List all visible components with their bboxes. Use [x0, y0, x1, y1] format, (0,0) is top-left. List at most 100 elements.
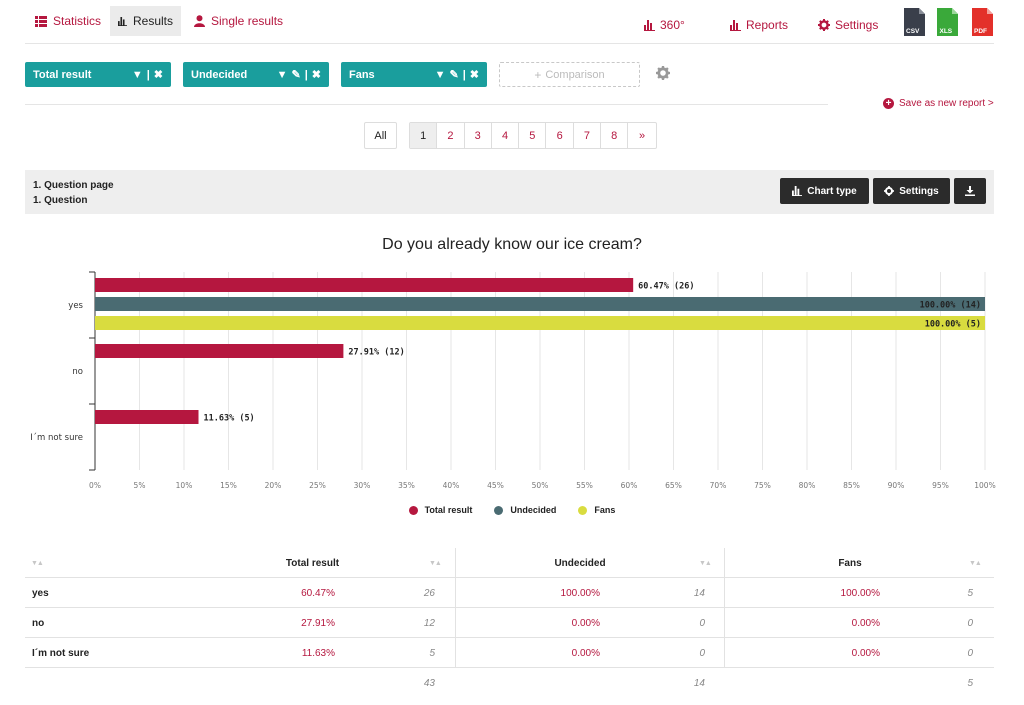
x-tick-label: 50% [532, 481, 549, 490]
page-button[interactable]: 1 [410, 123, 438, 148]
filter-undecided[interactable]: Undecided ▼ ✎ | ✖ [183, 62, 329, 87]
x-tick-label: 90% [888, 481, 905, 490]
percent-cell: 0.00% [851, 617, 880, 629]
x-tick-label: 95% [932, 481, 949, 490]
x-tick-label: 80% [799, 481, 816, 490]
column-divider [455, 548, 456, 668]
xls-label: XLS [940, 28, 953, 35]
separator: | [146, 68, 150, 81]
filter-fans[interactable]: Fans ▼ ✎ | ✖ [341, 62, 487, 87]
top-navigation [25, 0, 994, 44]
table-row: yes 60.47% 26 100.00% 14 100.00% 5 [25, 578, 994, 608]
legend-label: Total result [424, 505, 473, 515]
bar [95, 297, 985, 311]
close-icon[interactable]: ✖ [153, 69, 163, 81]
tab-statistics-label: Statistics [53, 14, 102, 28]
count-cell: 5 [429, 647, 435, 659]
x-tick-label: 100% [974, 481, 995, 490]
page-button[interactable]: 2 [437, 123, 465, 148]
nav-settings-label: Settings [835, 18, 879, 32]
filter-total-result[interactable]: Total result ▼ | ✖ [25, 62, 171, 87]
question-title: 1. Question [33, 195, 88, 206]
bar-chart-icon [792, 186, 803, 196]
legend-item[interactable]: Undecided [494, 505, 556, 515]
pdf-label: PDF [974, 28, 987, 35]
chart-settings-label: Settings [899, 185, 939, 197]
x-tick-label: 0% [89, 481, 101, 490]
chart-type-label: Chart type [807, 185, 857, 197]
legend-item[interactable]: Total result [408, 505, 473, 515]
download-button[interactable] [954, 178, 986, 204]
pagination: 1 2 3 4 5 6 7 8 » [409, 122, 657, 149]
count-cell: 26 [423, 587, 435, 599]
percent-cell: 27.91% [301, 617, 335, 629]
page-button[interactable]: 4 [492, 123, 520, 148]
page-button[interactable]: 6 [546, 123, 574, 148]
x-tick-label: 35% [398, 481, 415, 490]
table-row: no 27.91% 12 0.00% 0 0.00% 0 [25, 608, 994, 638]
nav-reports[interactable]: Reports [730, 18, 788, 32]
x-tick-label: 65% [665, 481, 682, 490]
percent-cell: 60.47% [301, 587, 335, 599]
divider [25, 104, 828, 105]
page-button[interactable]: 7 [574, 123, 602, 148]
dropdown-caret-icon[interactable]: ▼ [434, 68, 446, 81]
chart-type-button[interactable]: Chart type [780, 178, 869, 204]
bar-chart-icon [118, 16, 127, 26]
filter-label: Total result [33, 68, 92, 81]
page-button[interactable]: 5 [519, 123, 547, 148]
close-icon[interactable]: ✖ [311, 69, 321, 81]
page-button[interactable]: 8 [601, 123, 629, 148]
dropdown-caret-icon[interactable]: ▼ [276, 68, 288, 81]
gear-icon[interactable] [656, 66, 670, 80]
xls-file-icon[interactable]: XLS [937, 8, 958, 36]
tab-results[interactable]: Results [110, 6, 181, 36]
x-tick-label: 70% [710, 481, 727, 490]
x-tick-label: 25% [309, 481, 326, 490]
legend-item[interactable]: Fans [578, 505, 615, 515]
separator: | [462, 68, 466, 81]
count-cell: 0 [699, 617, 705, 629]
chart-legend: Total result Undecided Fans [0, 505, 1024, 515]
dropdown-caret-icon[interactable]: ▼ [131, 68, 143, 81]
legend-dot-icon [494, 505, 504, 515]
category-label: I´m not sure [30, 432, 83, 443]
tab-single-results[interactable]: Single results [186, 6, 291, 36]
pdf-file-icon[interactable]: PDF [972, 8, 993, 36]
legend-dot-icon [408, 505, 418, 515]
bar [95, 410, 199, 424]
nav-360[interactable]: 360° [644, 18, 685, 32]
close-icon[interactable]: ✖ [469, 69, 479, 81]
chart-settings-button[interactable]: Settings [873, 178, 950, 204]
tab-results-label: Results [132, 14, 173, 28]
percent-cell: 0.00% [571, 617, 600, 629]
table-row: I´m not sure 11.63% 5 0.00% 0 0.00% 0 [25, 638, 994, 668]
sort-icon[interactable]: ▼▲ [31, 559, 44, 567]
x-tick-label: 10% [176, 481, 193, 490]
pencil-icon[interactable]: ✎ [291, 69, 301, 81]
download-icon [965, 186, 975, 196]
nav-reports-label: Reports [746, 18, 789, 32]
save-label: Save as new report > [899, 98, 994, 109]
save-as-new-report-link[interactable]: + Save as new report > [883, 98, 994, 109]
count-cell: 0 [967, 617, 973, 629]
csv-file-icon[interactable]: CSV [904, 8, 925, 36]
add-comparison-button[interactable]: + Comparison [499, 62, 640, 87]
legend-dot-icon [578, 505, 588, 515]
x-tick-label: 75% [754, 481, 771, 490]
pencil-icon[interactable]: ✎ [449, 69, 459, 81]
tab-single-results-label: Single results [211, 14, 284, 28]
table-total-row: 43 14 5 [25, 668, 994, 698]
list-icon [35, 15, 47, 27]
sort-icon[interactable]: ▼▲ [429, 559, 442, 567]
next-page-button[interactable]: » [638, 129, 646, 142]
page-button[interactable]: 3 [465, 123, 492, 148]
sort-icon[interactable]: ▼▲ [969, 559, 982, 567]
x-tick-label: 15% [220, 481, 237, 490]
page-all-button[interactable]: All [364, 122, 397, 149]
gear-icon [884, 186, 895, 196]
legend-label: Fans [594, 505, 616, 515]
nav-settings[interactable]: Settings [818, 18, 878, 32]
tab-statistics[interactable]: Statistics [27, 6, 109, 36]
sort-icon[interactable]: ▼▲ [699, 559, 712, 567]
